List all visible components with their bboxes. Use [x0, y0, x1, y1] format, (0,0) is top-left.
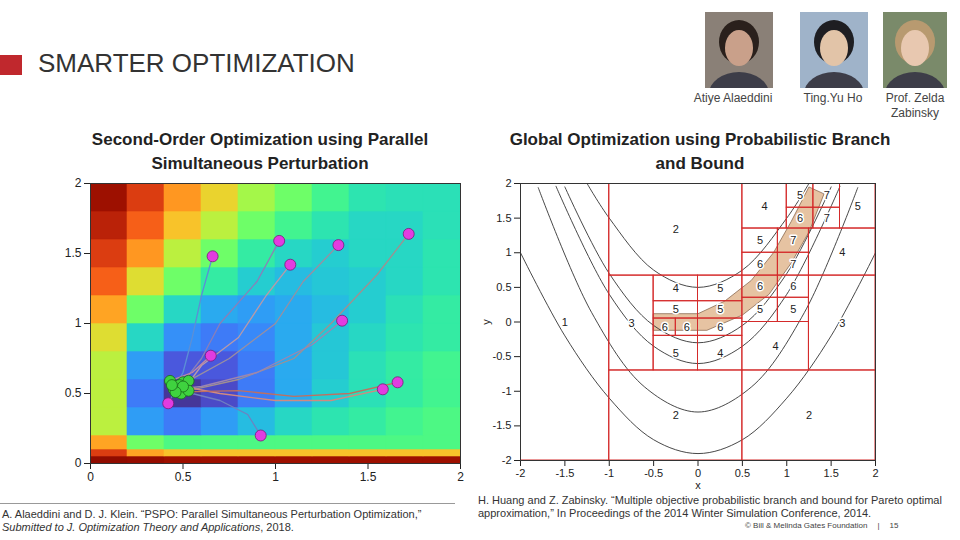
svg-text:6: 6 [662, 321, 668, 333]
svg-text:5: 5 [757, 234, 763, 246]
svg-text:0.5: 0.5 [735, 467, 750, 479]
svg-text:4: 4 [762, 200, 768, 212]
svg-text:-0.5: -0.5 [493, 350, 512, 362]
svg-text:-0.5: -0.5 [644, 467, 663, 479]
svg-text:1.5: 1.5 [360, 470, 377, 484]
svg-text:6: 6 [797, 212, 803, 224]
svg-text:-1.5: -1.5 [555, 467, 574, 479]
svg-text:0: 0 [87, 470, 94, 484]
svg-text:1: 1 [75, 316, 82, 330]
svg-text:0: 0 [695, 467, 701, 479]
svg-text:4: 4 [717, 347, 723, 359]
svg-text:2: 2 [872, 467, 878, 479]
svg-text:1.5: 1.5 [496, 212, 511, 224]
svg-text:-1: -1 [502, 385, 512, 397]
svg-text:-2: -2 [502, 454, 512, 466]
html-text:Prof. Zelda Zabinsky: Prof. Zelda Zabinsky [885, 91, 945, 120]
svg-text:4: 4 [673, 282, 679, 294]
svg-text:7: 7 [824, 212, 830, 224]
svg-text:7: 7 [790, 258, 796, 270]
svg-text:0.5: 0.5 [496, 281, 511, 293]
svg-text:0.5: 0.5 [175, 470, 192, 484]
html-text:Submitted to J. Optimization T: Submitted to J. Optimization Theory and … [2, 521, 294, 533]
svg-text:x: x [695, 479, 701, 491]
svg-text:4: 4 [839, 246, 845, 258]
svg-text:2: 2 [75, 176, 82, 190]
svg-text:1: 1 [272, 470, 279, 484]
svg-text:1: 1 [784, 467, 790, 479]
svg-text:5: 5 [797, 189, 803, 201]
html-text:15: 15 [889, 521, 899, 530]
html-text:Atiye Alaeddini: Atiye Alaeddini [693, 91, 773, 105]
html-text:SMARTER OPTIMIZATION: SMARTER OPTIMIZATION [38, 48, 355, 78]
svg-text:5: 5 [717, 282, 723, 294]
svg-text:-2: -2 [516, 467, 526, 479]
svg-text:y: y [480, 319, 492, 325]
svg-text:2: 2 [457, 470, 464, 484]
svg-text:2: 2 [806, 409, 812, 421]
svg-text:-1.5: -1.5 [493, 419, 512, 431]
html-text:H. Huang and Z. Zabinsky. “Mul: H. Huang and Z. Zabinsky. “Multiple obje… [478, 494, 942, 519]
html-text:A. Alaeddini and D. J. Klein.: A. Alaeddini and D. J. Klein. “PSPO: Par… [2, 508, 422, 520]
svg-text:5: 5 [855, 200, 861, 212]
svg-text:6: 6 [684, 321, 690, 333]
svg-text:1: 1 [562, 316, 568, 328]
svg-text:6: 6 [757, 280, 763, 292]
svg-text:6: 6 [790, 280, 796, 292]
svg-text:3: 3 [839, 317, 845, 329]
svg-text:1.5: 1.5 [823, 467, 838, 479]
html-text:Global Optimization using Prob: Global Optimization using Probabilistic … [509, 130, 891, 173]
html-text:© Bill & Melinda Gates Foundat: © Bill & Melinda Gates Foundation [745, 521, 868, 530]
svg-text:1: 1 [505, 246, 511, 258]
svg-text:0: 0 [505, 316, 511, 328]
svg-text:6: 6 [717, 321, 723, 333]
html-text:Ting.Yu Ho: Ting.Yu Ho [803, 91, 863, 105]
svg-text:5: 5 [673, 303, 679, 315]
svg-text:0: 0 [75, 456, 82, 470]
svg-text:7: 7 [790, 234, 796, 246]
svg-text:2: 2 [505, 177, 511, 189]
svg-text:0.5: 0.5 [65, 386, 82, 400]
svg-text:2: 2 [673, 409, 679, 421]
svg-text:6: 6 [757, 258, 763, 270]
svg-text:3: 3 [628, 317, 634, 329]
svg-text:5: 5 [790, 303, 796, 315]
svg-text:2: 2 [673, 223, 679, 235]
svg-text:-1: -1 [604, 467, 614, 479]
svg-text:5: 5 [717, 303, 723, 315]
svg-text:4: 4 [773, 340, 779, 352]
svg-text:7: 7 [824, 189, 830, 201]
svg-text:5: 5 [757, 303, 763, 315]
svg-text:1.5: 1.5 [65, 246, 82, 260]
svg-text:5: 5 [673, 347, 679, 359]
html-text:Second-Order Optimization usin: Second-Order Optimization using Parallel… [91, 130, 429, 173]
